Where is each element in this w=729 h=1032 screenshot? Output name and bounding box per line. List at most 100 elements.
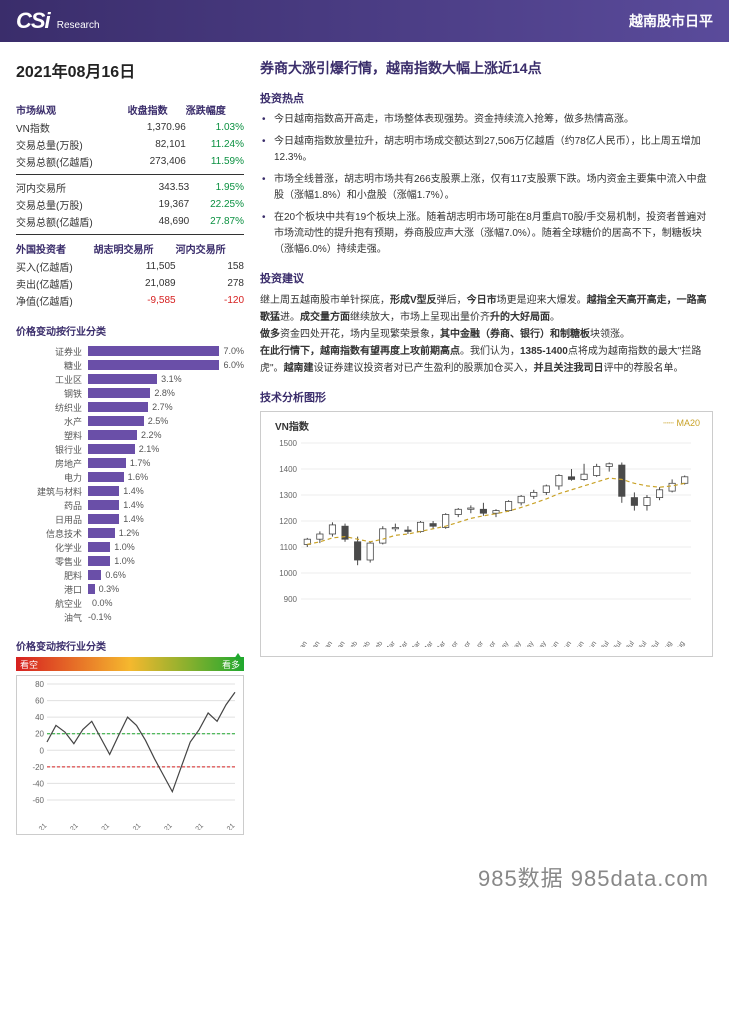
svg-text:1200: 1200 — [279, 517, 297, 526]
sector-bar: 2.1% — [88, 444, 244, 454]
sector-bar: 1.7% — [88, 458, 244, 468]
sector-bar: 0.6% — [88, 570, 244, 580]
sector-name: 信息技术 — [16, 527, 88, 540]
row-chg: 11.24% — [186, 136, 244, 153]
sector-name: 工业区 — [16, 373, 88, 386]
svg-text:5-Apr: 5-Apr — [444, 640, 460, 647]
svg-text:1300: 1300 — [279, 491, 297, 500]
sentiment-label: 价格变动按行业分类 — [16, 638, 244, 653]
sentiment-left: 看空 — [20, 658, 38, 671]
sector-name: 银行业 — [16, 443, 88, 456]
market-overview-table: 市场纵观 收盘指数 涨跌幅度 VN指数1,370.961.03%交易总量(万股)… — [16, 100, 244, 170]
row-b: 158 — [176, 258, 244, 275]
row-val: 48,690 — [140, 213, 189, 230]
sector-name: 证券业 — [16, 345, 88, 358]
svg-text:Feb-21: Feb-21 — [59, 822, 80, 830]
hotspot-item: 市场全线普涨，胡志明市场共有266支股票上涨，仅有117支股票下跌。场内资金主要… — [260, 172, 713, 204]
sector-name: 化学业 — [16, 541, 88, 554]
svg-text:900: 900 — [284, 595, 298, 604]
row-chg: 1.03% — [186, 119, 244, 136]
svg-text:5-Jul: 5-Jul — [596, 640, 611, 647]
col-close: 收盘指数 — [128, 100, 186, 119]
row-val: 19,367 — [140, 196, 189, 213]
svg-text:20: 20 — [35, 730, 44, 739]
svg-text:-20: -20 — [32, 763, 44, 772]
sector-name: 油气 — [16, 611, 88, 624]
hotspot-list: 今日越南指数高开高走，市场整体表现强势。资金持续流入抢筹，做多热情高涨。今日越南… — [260, 112, 713, 258]
sector-bar: 2.2% — [88, 430, 244, 440]
row-val: 1,370.96 — [128, 119, 186, 136]
svg-text:1500: 1500 — [279, 439, 297, 448]
sector-bar: 1.4% — [88, 486, 244, 496]
row-a: -9,585 — [94, 292, 176, 309]
sector-name: 钢铁 — [16, 387, 88, 400]
col-change: 涨跌幅度 — [186, 100, 244, 119]
divider — [16, 174, 244, 175]
row-chg: 1.95% — [189, 179, 244, 196]
svg-text:Jan-21: Jan-21 — [28, 822, 48, 830]
sentiment-strip: 看空 看多 — [16, 657, 244, 671]
foreign-label: 外国投资者 — [16, 239, 94, 258]
row-name: 交易总量(万股) — [16, 196, 140, 213]
sector-bar-label: 价格变动按行业分类 — [16, 323, 244, 338]
svg-text:1400: 1400 — [279, 465, 297, 474]
sector-bar: 1.4% — [88, 500, 244, 510]
row-name: 交易总额(亿越盾) — [16, 213, 140, 230]
sector-bar: 7.0% — [88, 346, 244, 356]
svg-text:7-Jun: 7-Jun — [545, 640, 561, 647]
logo-sub: Research — [57, 20, 100, 31]
content: 2021年08月16日 市场纵观 收盘指数 涨跌幅度 VN指数1,370.961… — [0, 42, 729, 851]
row-val: 343.53 — [140, 179, 189, 196]
header: CSi Research 越南股市日平 — [0, 0, 729, 42]
sector-name: 水产 — [16, 415, 88, 428]
svg-text:Mar-21: Mar-21 — [90, 822, 111, 830]
row-chg: 22.25% — [189, 196, 244, 213]
row-name: 净值(亿越盾) — [16, 292, 94, 309]
hotspot-item: 今日越南指数高开高走，市场整体表现强势。资金持续流入抢筹，做多热情高涨。 — [260, 112, 713, 128]
col-hn: 河内交易所 — [176, 239, 244, 258]
svg-text:0: 0 — [40, 746, 45, 755]
sector-name: 日用品 — [16, 513, 88, 526]
sector-name: 航空业 — [16, 597, 88, 610]
sector-bar: 2.5% — [88, 416, 244, 426]
sector-name: 纺织业 — [16, 401, 88, 414]
vn-chart-title: VN指数 — [267, 418, 706, 433]
svg-text:May-21: May-21 — [152, 822, 174, 830]
svg-text:Jul-21: Jul-21 — [218, 822, 237, 830]
svg-text:1100: 1100 — [280, 543, 298, 552]
svg-text:Jun-21: Jun-21 — [185, 822, 205, 830]
sector-bar: 1.4% — [88, 514, 244, 524]
svg-text:4-Jan: 4-Jan — [293, 640, 309, 647]
report-date: 2021年08月16日 — [16, 58, 244, 82]
sector-bar: 6.0% — [88, 360, 244, 370]
svg-text:60: 60 — [35, 697, 44, 706]
sector-bar: 1.2% — [88, 528, 244, 538]
sector-bar: 0.0% — [88, 598, 244, 608]
advice-label: 投资建议 — [260, 270, 713, 286]
sector-bar: -0.1% — [88, 612, 244, 622]
small-line-chart: -60-40-20020406080Jan-21Feb-21Mar-21Apr-… — [16, 675, 244, 835]
vn-chart: VN指数 ┄┄ MA20 900100011001200130014001500… — [260, 411, 713, 657]
row-a: 11,505 — [94, 258, 176, 275]
svg-text:-40: -40 — [32, 779, 44, 788]
sector-bar: 1.0% — [88, 556, 244, 566]
logo-text: CSi — [16, 8, 50, 33]
row-b: -120 — [176, 292, 244, 309]
tech-label: 技术分析图形 — [260, 389, 713, 405]
footer-watermark: 985数据 985data.com — [0, 861, 729, 913]
sector-name: 肥料 — [16, 569, 88, 582]
market-label: 市场纵观 — [16, 100, 128, 119]
row-name: 河内交易所 — [16, 179, 140, 196]
left-column: 2021年08月16日 市场纵观 收盘指数 涨跌幅度 VN指数1,370.961… — [16, 58, 244, 835]
row-b: 278 — [176, 275, 244, 292]
ma20-legend: ┄┄ MA20 — [663, 418, 700, 429]
sector-bar: 3.1% — [88, 374, 244, 384]
foreign-table: 外国投资者 胡志明交易所 河内交易所 买入(亿越盾)11,505158卖出(亿越… — [16, 239, 244, 309]
svg-text:-60: -60 — [32, 796, 44, 805]
row-name: VN指数 — [16, 119, 128, 136]
sector-bar: 1.0% — [88, 542, 244, 552]
sector-name: 零售业 — [16, 555, 88, 568]
sector-name: 糖业 — [16, 359, 88, 372]
right-column: 券商大涨引爆行情，越南指数大幅上涨近14点 投资热点 今日越南指数高开高走，市场… — [260, 58, 713, 835]
row-val: 82,101 — [128, 136, 186, 153]
